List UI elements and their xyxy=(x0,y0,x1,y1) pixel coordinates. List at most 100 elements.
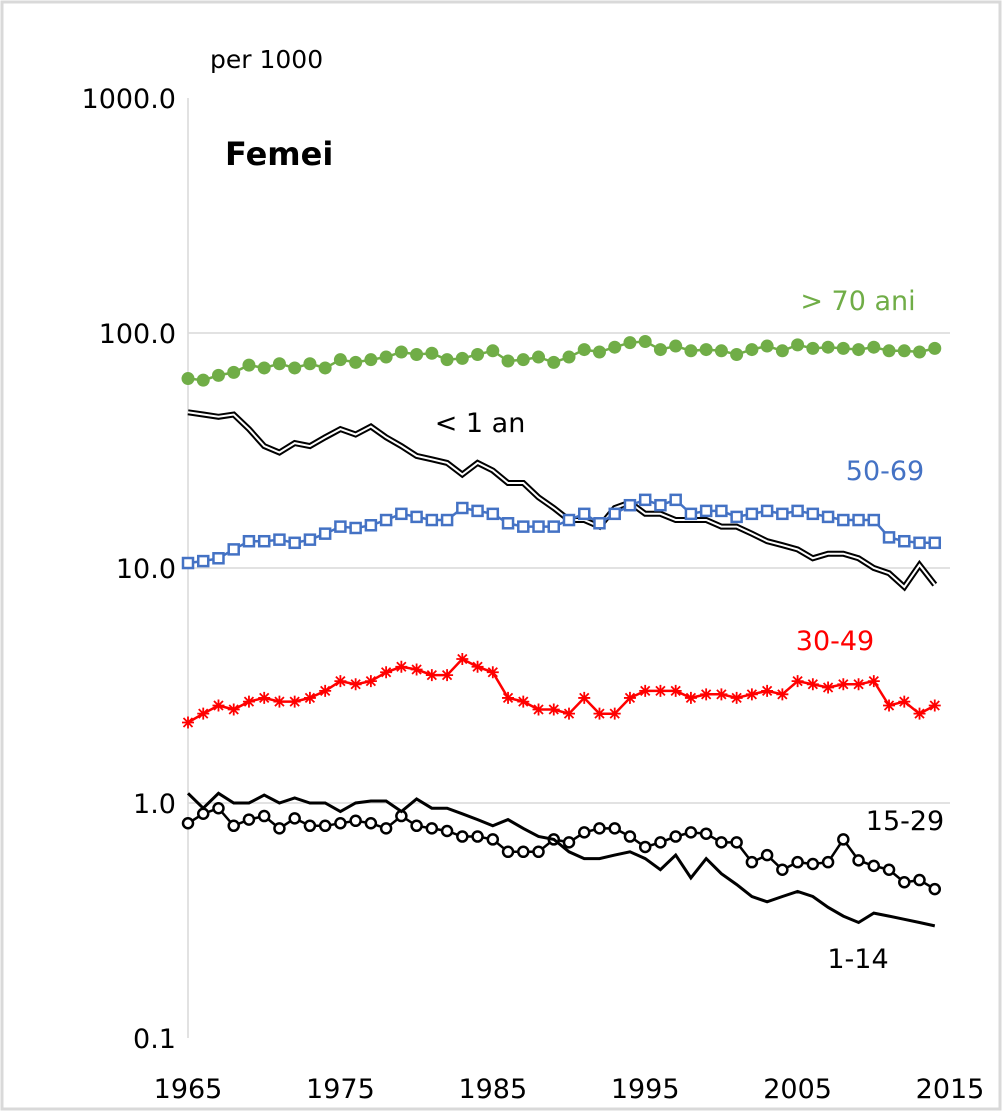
marker xyxy=(425,669,438,682)
x-tick-label: 1965 xyxy=(154,1074,223,1105)
marker xyxy=(227,703,240,716)
marker xyxy=(502,691,515,704)
marker xyxy=(380,666,393,679)
marker xyxy=(837,678,850,691)
marker xyxy=(547,355,561,369)
marker xyxy=(333,353,347,367)
marker xyxy=(181,556,195,570)
marker xyxy=(654,498,667,512)
marker xyxy=(776,863,789,876)
marker xyxy=(715,688,728,701)
marker xyxy=(578,691,591,704)
marker xyxy=(821,510,835,524)
marker xyxy=(837,833,850,846)
marker xyxy=(852,513,865,527)
marker xyxy=(288,361,302,375)
marker xyxy=(898,876,911,889)
marker xyxy=(623,830,637,843)
marker xyxy=(821,855,835,869)
series-label: 50-69 xyxy=(846,456,924,487)
series-label: 15-29 xyxy=(866,806,944,837)
marker xyxy=(684,826,698,839)
series-line xyxy=(186,791,936,928)
marker xyxy=(730,510,743,524)
marker xyxy=(547,520,561,533)
marker xyxy=(821,340,835,354)
marker xyxy=(883,699,896,712)
marker xyxy=(196,554,210,568)
marker xyxy=(806,507,820,521)
marker xyxy=(486,833,500,846)
marker xyxy=(532,350,546,364)
marker xyxy=(471,504,484,518)
marker xyxy=(364,675,377,688)
marker xyxy=(791,338,805,352)
marker xyxy=(288,536,301,550)
y-tick-label: 0.1 xyxy=(133,1024,176,1055)
marker xyxy=(181,372,195,386)
marker xyxy=(182,716,194,729)
marker xyxy=(516,353,530,367)
marker xyxy=(212,552,225,565)
marker xyxy=(532,845,545,859)
marker xyxy=(577,507,591,521)
marker xyxy=(319,684,332,697)
marker xyxy=(517,845,530,859)
marker xyxy=(776,688,789,701)
marker xyxy=(882,863,896,876)
marker xyxy=(730,836,743,849)
marker xyxy=(608,707,621,720)
marker xyxy=(440,824,454,838)
x-tick-label: 2005 xyxy=(763,1074,832,1105)
marker xyxy=(242,534,256,548)
marker xyxy=(364,353,378,367)
marker xyxy=(334,675,347,688)
marker xyxy=(440,513,454,527)
marker xyxy=(501,517,515,530)
marker xyxy=(760,848,774,862)
marker xyxy=(471,830,484,843)
marker xyxy=(486,666,499,679)
marker xyxy=(288,812,301,825)
marker xyxy=(608,340,622,354)
series-label: > 70 ani xyxy=(800,286,915,317)
marker xyxy=(745,507,759,521)
marker xyxy=(227,819,240,833)
marker xyxy=(699,343,713,357)
marker xyxy=(197,707,210,720)
marker xyxy=(928,699,941,712)
marker xyxy=(349,355,363,369)
marker xyxy=(653,343,667,357)
marker xyxy=(227,543,240,556)
marker xyxy=(730,348,744,362)
marker xyxy=(303,357,317,371)
marker xyxy=(776,507,789,521)
marker xyxy=(715,836,728,849)
marker xyxy=(517,695,530,708)
marker xyxy=(852,854,865,867)
marker xyxy=(562,836,576,849)
marker xyxy=(852,678,865,691)
marker xyxy=(684,691,697,704)
marker xyxy=(654,836,667,849)
marker xyxy=(532,703,545,716)
marker xyxy=(913,707,926,720)
marker xyxy=(303,533,317,546)
marker xyxy=(913,345,927,359)
marker xyxy=(791,855,804,869)
marker xyxy=(471,660,484,673)
marker xyxy=(593,707,606,720)
marker xyxy=(898,534,911,548)
marker xyxy=(242,813,256,826)
marker xyxy=(318,361,332,375)
marker xyxy=(898,695,911,708)
marker xyxy=(928,882,942,896)
marker xyxy=(410,510,423,524)
marker xyxy=(501,845,515,859)
marker xyxy=(761,684,774,697)
marker xyxy=(440,353,454,367)
marker xyxy=(699,827,713,840)
marker xyxy=(258,691,271,704)
series-label: 1-14 xyxy=(827,944,888,975)
marker xyxy=(532,520,545,533)
